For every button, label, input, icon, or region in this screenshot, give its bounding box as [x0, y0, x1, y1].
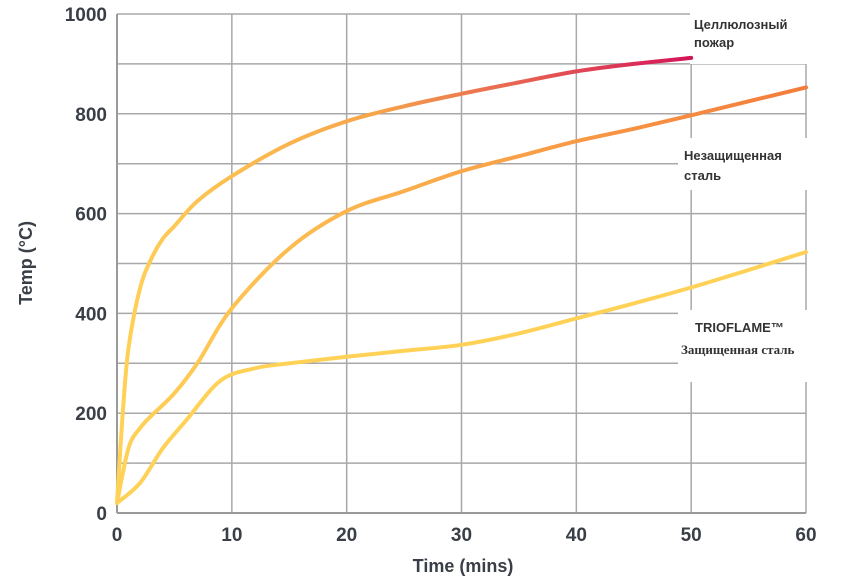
legend-label-unprotected-2: сталь: [684, 168, 721, 183]
legend-label-cellulose-1: Целлюлозный: [694, 17, 787, 32]
grid: [117, 13, 807, 513]
legend: Целлюлозный пожар Незащищенная сталь TRI…: [681, 17, 795, 357]
y-axis-title: Temp (°C): [16, 221, 36, 305]
legend-bg-cellulose: [690, 12, 840, 64]
x-tick-label: 40: [566, 525, 587, 546]
legend-bg-trioflame: [678, 310, 840, 382]
x-tick-label: 20: [336, 525, 357, 546]
legend-label-trioflame-2: Защищенная сталь: [681, 342, 795, 357]
legend-bg-unprotected: [678, 138, 840, 190]
legend-label-unprotected-1: Незащищенная: [684, 148, 782, 163]
series-line-trioflame-protected-steel: [115, 250, 808, 505]
y-tick-label: 600: [75, 205, 107, 226]
x-tick-label: 60: [795, 525, 816, 546]
y-tick-label: 800: [75, 105, 107, 126]
x-tick-label: 30: [451, 525, 472, 546]
axes: [116, 14, 806, 514]
x-tick-label: 0: [112, 525, 123, 546]
y-tick-label: 200: [75, 404, 107, 425]
series-line-cellulose-fire: [115, 55, 694, 505]
x-tick-label: 10: [221, 525, 242, 546]
x-axis-title: Time (mins): [413, 556, 514, 576]
legend-label-trioflame-1: TRIOFLAME™: [695, 320, 784, 335]
y-tick-labels: 0 200 400 600 800 1000: [65, 5, 107, 525]
series-lines: [115, 55, 808, 505]
legend-backgrounds: [678, 12, 840, 382]
legend-label-cellulose-2: пожар: [694, 35, 734, 50]
x-tick-labels: 0 10 20 30 40 50 60: [112, 525, 817, 546]
x-tick-label: 50: [681, 525, 702, 546]
series-line-unprotected-steel: [115, 85, 808, 505]
y-tick-label: 1000: [65, 5, 107, 26]
y-tick-label: 400: [75, 304, 107, 325]
y-tick-label: 0: [96, 504, 107, 525]
